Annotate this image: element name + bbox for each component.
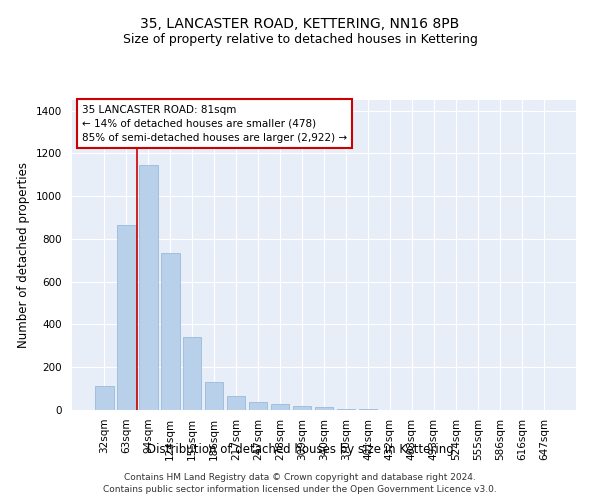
Text: Contains public sector information licensed under the Open Government Licence v3: Contains public sector information licen…	[103, 485, 497, 494]
Bar	[95, 386, 113, 410]
Text: 35 LANCASTER ROAD: 81sqm
← 14% of detached houses are smaller (478)
85% of semi-: 35 LANCASTER ROAD: 81sqm ← 14% of detach…	[82, 104, 347, 142]
Bar	[183, 338, 202, 410]
Bar	[205, 382, 223, 410]
Bar	[117, 225, 136, 410]
Text: Contains HM Land Registry data © Crown copyright and database right 2024.: Contains HM Land Registry data © Crown c…	[124, 472, 476, 482]
Text: Distribution of detached houses by size in Kettering: Distribution of detached houses by size …	[146, 442, 454, 456]
Bar	[139, 165, 158, 410]
Text: 35, LANCASTER ROAD, KETTERING, NN16 8PB: 35, LANCASTER ROAD, KETTERING, NN16 8PB	[140, 18, 460, 32]
Bar	[293, 406, 311, 410]
Bar	[249, 402, 268, 410]
Bar	[359, 409, 377, 410]
Bar	[271, 404, 289, 410]
Text: Size of property relative to detached houses in Kettering: Size of property relative to detached ho…	[122, 32, 478, 46]
Bar	[337, 408, 355, 410]
Bar	[161, 253, 179, 410]
Y-axis label: Number of detached properties: Number of detached properties	[17, 162, 31, 348]
Bar	[227, 396, 245, 410]
Bar	[314, 407, 334, 410]
